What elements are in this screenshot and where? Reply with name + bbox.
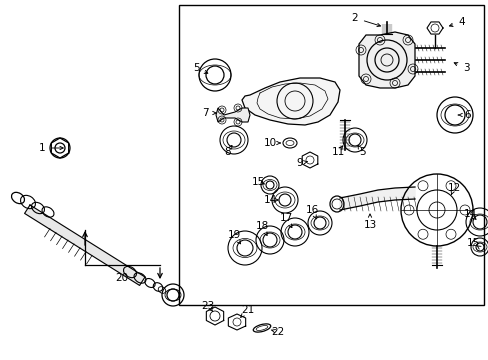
Polygon shape bbox=[358, 32, 414, 88]
Text: 5: 5 bbox=[192, 63, 199, 73]
Polygon shape bbox=[24, 205, 145, 285]
Text: 16: 16 bbox=[305, 205, 318, 215]
Text: 15: 15 bbox=[466, 238, 479, 248]
Text: 7: 7 bbox=[201, 108, 208, 118]
Text: 18: 18 bbox=[255, 221, 268, 231]
Text: 23: 23 bbox=[201, 301, 214, 311]
Text: 3: 3 bbox=[462, 63, 468, 73]
Text: 9: 9 bbox=[296, 158, 303, 168]
Polygon shape bbox=[242, 78, 339, 125]
Text: 2: 2 bbox=[351, 13, 358, 23]
Text: 4: 4 bbox=[458, 17, 465, 27]
Text: 20: 20 bbox=[115, 273, 128, 283]
Bar bbox=[179, 5, 483, 305]
Text: 14: 14 bbox=[263, 195, 276, 205]
Text: 11: 11 bbox=[331, 147, 344, 157]
Text: 15: 15 bbox=[251, 177, 264, 187]
Text: 19: 19 bbox=[227, 230, 240, 240]
Text: 6: 6 bbox=[464, 110, 470, 120]
Polygon shape bbox=[216, 108, 249, 122]
Text: 1: 1 bbox=[39, 143, 45, 153]
Text: 8: 8 bbox=[224, 147, 231, 157]
Text: 17: 17 bbox=[279, 213, 292, 223]
Text: 22: 22 bbox=[271, 327, 284, 337]
Text: 5: 5 bbox=[358, 147, 365, 157]
Text: 21: 21 bbox=[241, 305, 254, 315]
Text: 13: 13 bbox=[363, 220, 376, 230]
Polygon shape bbox=[339, 187, 414, 210]
Text: 12: 12 bbox=[447, 183, 460, 193]
Text: 10: 10 bbox=[263, 138, 276, 148]
Text: 14: 14 bbox=[463, 209, 476, 219]
